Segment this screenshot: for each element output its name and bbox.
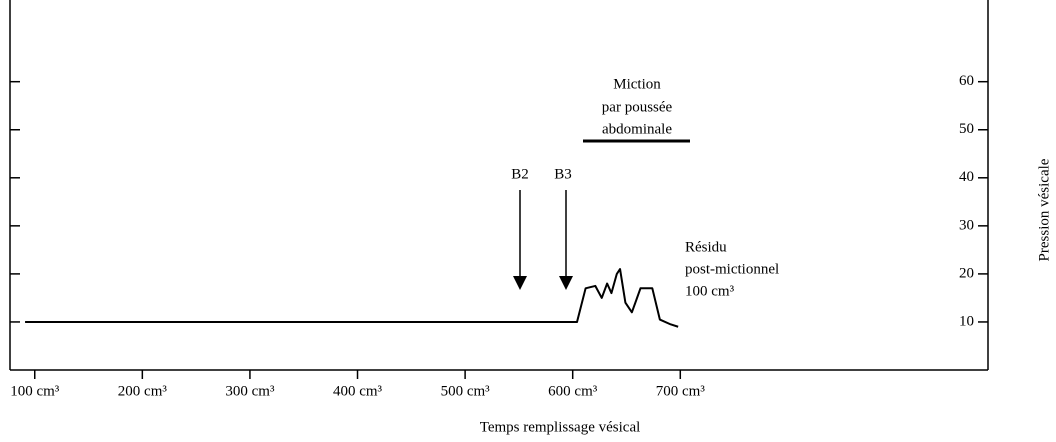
y-tick-label: 20 xyxy=(959,265,974,281)
y-tick-label: 30 xyxy=(959,217,974,233)
y-tick-label: 10 xyxy=(959,313,974,329)
annotation: abdominale xyxy=(602,121,672,137)
annotation: Miction xyxy=(613,76,661,92)
annotation: B2 xyxy=(511,166,529,182)
y-tick-label: 40 xyxy=(959,169,974,185)
x-tick-label: 200 cm³ xyxy=(118,383,168,399)
annotation: 100 cm³ xyxy=(685,283,735,299)
y-tick-label: 50 xyxy=(959,121,974,137)
x-tick-label: 500 cm³ xyxy=(441,383,491,399)
x-tick-label: 700 cm³ xyxy=(656,383,706,399)
x-axis-title: Temps remplissage vésical xyxy=(480,419,641,435)
y-axis-title: Pression vésicale xyxy=(1036,158,1052,261)
y-tick-label: 60 xyxy=(959,73,974,89)
annotation: B3 xyxy=(554,166,572,182)
x-tick-label: 300 cm³ xyxy=(225,383,275,399)
annotation: post-mictionnel xyxy=(685,261,779,277)
annotation: par poussée xyxy=(602,99,673,115)
x-tick-label: 100 cm³ xyxy=(10,383,60,399)
line xyxy=(25,268,679,328)
annotation: Résidu xyxy=(685,239,727,255)
x-tick-label: 600 cm³ xyxy=(548,383,598,399)
arrow xyxy=(513,190,573,290)
x-tick-label: 400 cm³ xyxy=(333,383,383,399)
